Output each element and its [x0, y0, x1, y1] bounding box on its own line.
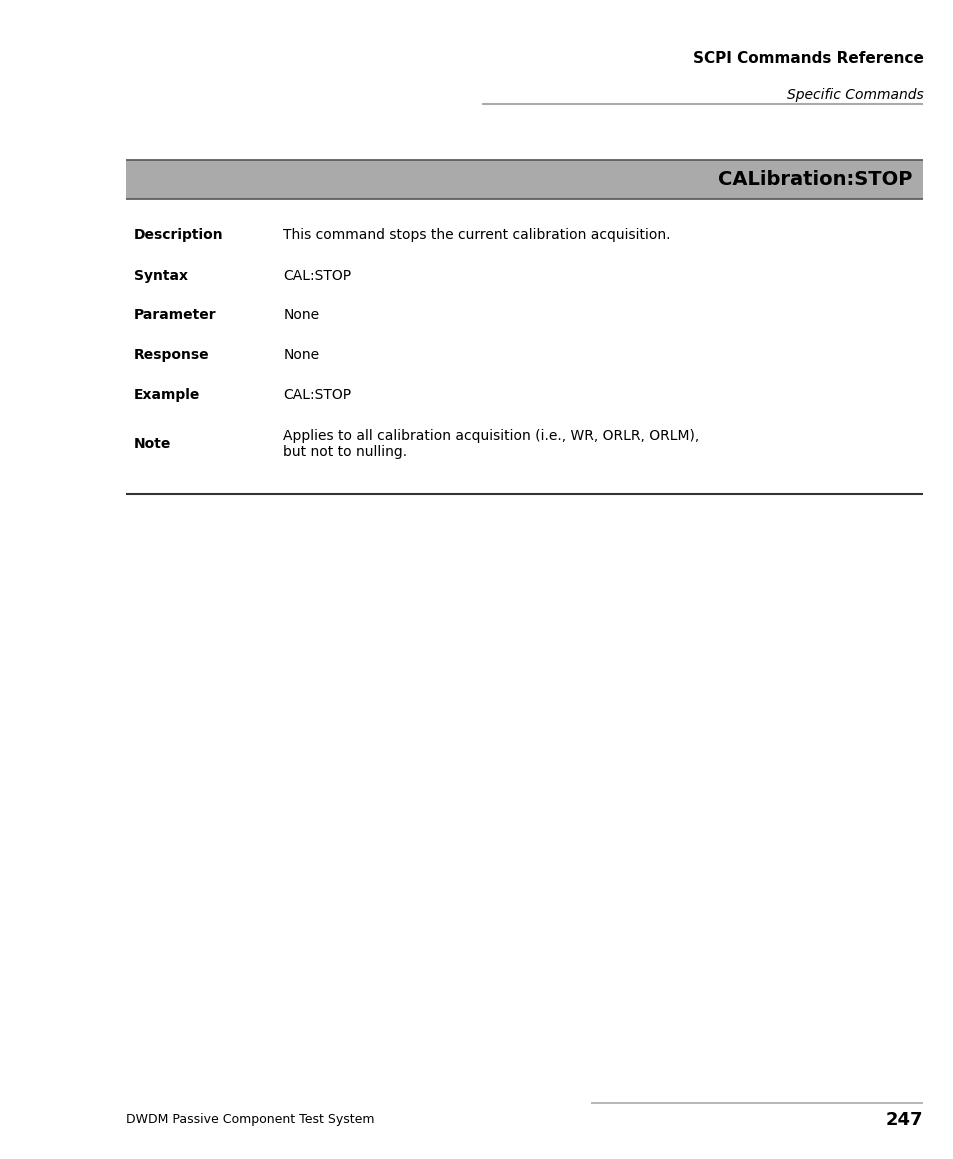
Text: None: None	[283, 308, 319, 322]
Bar	[126, 160, 923, 199]
Text: None: None	[283, 348, 319, 362]
Text: CAL:STOP: CAL:STOP	[283, 269, 351, 283]
Text: Syntax: Syntax	[133, 269, 188, 283]
Text: CAL:STOP: CAL:STOP	[283, 388, 351, 402]
Text: CALibration:STOP: CALibration:STOP	[717, 170, 911, 189]
Text: Example: Example	[133, 388, 200, 402]
Text: Parameter: Parameter	[133, 308, 216, 322]
Text: DWDM Passive Component Test System: DWDM Passive Component Test System	[126, 1113, 374, 1127]
Text: Applies to all calibration acquisition (i.e., WR, ORLR, ORLM),
but not to nullin: Applies to all calibration acquisition (…	[283, 429, 699, 459]
Text: SCPI Commands Reference: SCPI Commands Reference	[692, 51, 923, 66]
Text: This command stops the current calibration acquisition.: This command stops the current calibrati…	[283, 228, 670, 242]
Text: Note: Note	[133, 437, 171, 451]
Text: Specific Commands: Specific Commands	[786, 88, 923, 102]
Text: Response: Response	[133, 348, 209, 362]
Text: 247: 247	[885, 1110, 923, 1129]
Text: Description: Description	[133, 228, 223, 242]
